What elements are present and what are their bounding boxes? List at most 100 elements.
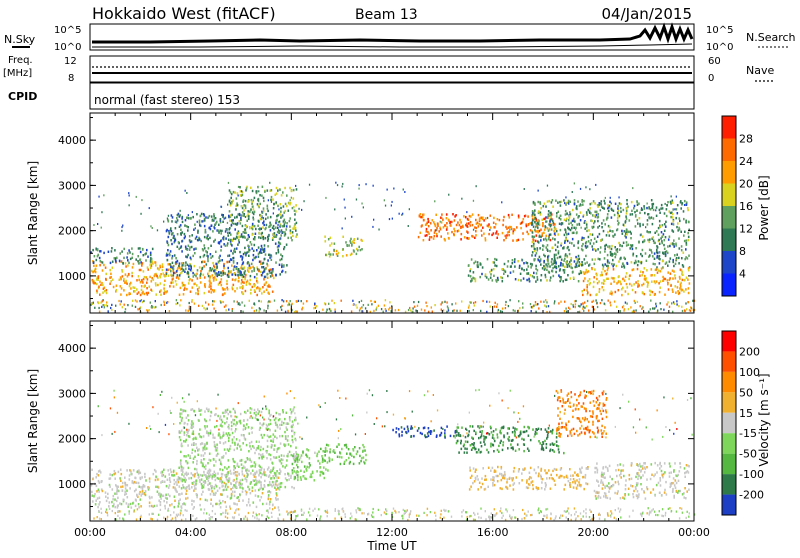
power-cell: [267, 210, 269, 212]
velocity-cell: [326, 444, 328, 446]
power-cell: [204, 292, 206, 294]
power-cell: [505, 301, 506, 303]
power-cell: [361, 240, 363, 242]
power-cell: [131, 272, 133, 274]
velocity-cell: [286, 479, 288, 481]
power-cell: [667, 245, 669, 247]
power-cell: [662, 260, 664, 262]
power-cell: [402, 213, 403, 215]
velocity-cell: [541, 444, 543, 446]
power-cell: [333, 249, 335, 251]
power-cell: [600, 302, 601, 304]
power-cell: [630, 306, 631, 308]
power-cell: [309, 184, 310, 186]
power-cell: [600, 274, 602, 276]
velocity-cell: [420, 432, 422, 434]
power-cell: [280, 211, 282, 213]
power-cell: [286, 300, 287, 302]
power-cell: [646, 207, 648, 209]
power-cell: [665, 251, 667, 253]
power-cell: [650, 300, 651, 302]
power-cell: [641, 209, 642, 211]
power-cell: [578, 280, 580, 282]
power-cell: [647, 223, 649, 225]
power-cell: [550, 233, 552, 235]
velocity-cell: [192, 449, 194, 451]
velocity-cell: [282, 465, 284, 467]
power-cell: [590, 294, 592, 296]
power-cell: [151, 258, 153, 260]
power-cell: [259, 261, 261, 263]
velocity-cell: [142, 493, 144, 495]
power-cell: [509, 299, 510, 301]
power-cell: [263, 238, 265, 240]
velocity-cell: [269, 429, 271, 431]
power-cell: [203, 307, 204, 309]
power-cell: [247, 280, 249, 282]
velocity-cell: [398, 433, 400, 435]
velocity-cell: [274, 419, 276, 421]
velocity-cell: [191, 452, 193, 454]
power-cell: [586, 305, 587, 307]
power-cell: [111, 304, 112, 306]
power-cell: [487, 258, 489, 260]
power-cell: [460, 227, 462, 229]
power-cell: [170, 227, 172, 229]
power-cell: [642, 241, 644, 243]
power-cell: [213, 308, 214, 310]
power-cell: [98, 302, 99, 304]
velocity-cell: [238, 473, 240, 475]
power-cell: [450, 224, 452, 226]
velocity-cell: [125, 487, 127, 489]
power-cell: [280, 254, 282, 256]
power-cell: [263, 224, 265, 226]
power-cell: [666, 208, 668, 210]
velocity-cell: [222, 481, 224, 483]
power-cell: [240, 222, 242, 224]
power-cell: [257, 281, 259, 283]
power-cell: [232, 219, 234, 221]
power-cell: [554, 227, 556, 229]
velocity-cell: [310, 473, 312, 475]
power-cell: [232, 252, 234, 254]
velocity-cell: [324, 460, 326, 462]
power-cell: [550, 276, 552, 278]
power-cell: [468, 237, 470, 239]
power-cell: [531, 245, 533, 247]
velocity-cell: [488, 451, 490, 453]
power-cell: [115, 260, 117, 262]
power-cell: [224, 292, 226, 294]
power-cell: [256, 309, 257, 311]
power-cell: [420, 232, 422, 234]
velocity-cell: [186, 472, 188, 474]
power-cell: [221, 284, 223, 286]
velocity-cell: [105, 496, 107, 498]
power-cell: [635, 281, 637, 283]
power-cell: [583, 237, 585, 239]
velocity-cell: [122, 485, 124, 487]
power-cell: [296, 233, 298, 235]
power-cell: [242, 225, 244, 227]
power-cell: [420, 213, 422, 215]
velocity-cell: [261, 411, 263, 413]
power-cell: [576, 205, 578, 207]
power-cell: [114, 257, 116, 259]
power-cell: [261, 252, 263, 254]
power-cell: [122, 262, 124, 264]
power-cell: [489, 301, 490, 303]
velocity-cell: [220, 463, 222, 465]
velocity-cell: [188, 429, 190, 431]
power-cell: [672, 208, 674, 210]
velocity-cell: [357, 450, 359, 452]
velocity-cell: [228, 437, 230, 439]
power-cell: [247, 245, 249, 247]
power-cell: [334, 243, 336, 245]
power-cell: [435, 225, 437, 227]
velocity-cell: [268, 498, 270, 500]
velocity-cell: [287, 439, 289, 441]
velocity-cell: [208, 459, 210, 461]
velocity-cell: [222, 435, 224, 437]
velocity-cell: [187, 423, 189, 425]
power-cell: [604, 245, 606, 247]
velocity-cell: [210, 503, 212, 505]
